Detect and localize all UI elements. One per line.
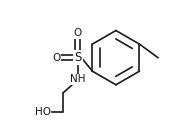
Text: S: S — [74, 51, 82, 64]
Text: O: O — [52, 53, 60, 63]
Text: NH: NH — [70, 74, 86, 84]
Text: HO: HO — [35, 107, 51, 117]
Text: O: O — [74, 28, 82, 38]
